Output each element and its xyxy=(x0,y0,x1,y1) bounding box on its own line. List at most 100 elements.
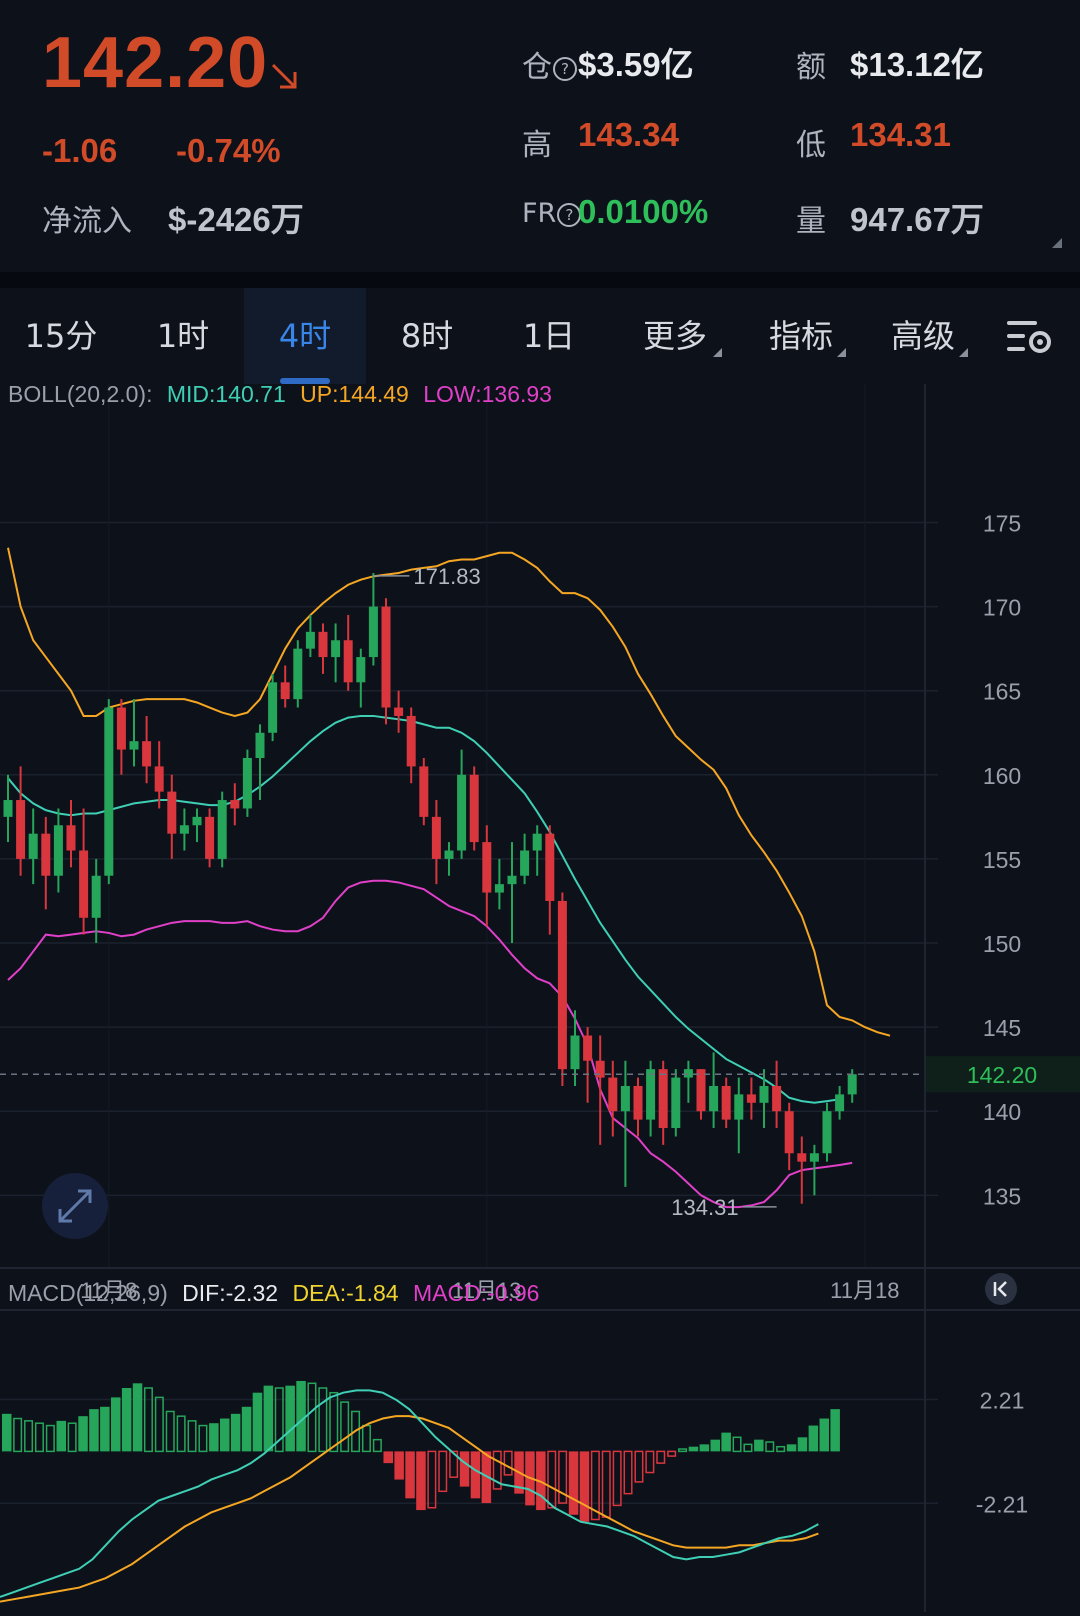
price-change: -1.06 xyxy=(42,132,118,169)
candle-body xyxy=(217,800,227,859)
macd-histogram-bar xyxy=(198,1424,208,1453)
candle-body xyxy=(633,1085,643,1120)
macd-histogram-bar xyxy=(449,1450,459,1478)
macd-legend-dif: DIF:-2.32 xyxy=(182,1280,278,1306)
macd-histogram-bar xyxy=(405,1451,415,1499)
last-price: 142.20 xyxy=(42,23,269,103)
candle-body xyxy=(620,1085,630,1112)
macd-histogram-bar xyxy=(776,1445,786,1453)
candle-body xyxy=(255,732,265,758)
candle-body xyxy=(179,825,189,834)
tab-8h[interactable]: 8时 xyxy=(400,317,454,355)
candle-body xyxy=(331,640,341,658)
candle-body xyxy=(129,741,139,750)
macd-histogram-bar xyxy=(318,1387,328,1453)
macd-histogram-bar xyxy=(678,1448,688,1453)
net-inflow-label: 净流入 xyxy=(42,204,132,239)
candle-body xyxy=(79,850,89,918)
macd-histogram-bar xyxy=(13,1417,23,1453)
macd-histogram-bar xyxy=(67,1422,77,1453)
help-icon[interactable]: ? xyxy=(553,56,577,81)
scroll-to-latest-button[interactable] xyxy=(985,1273,1017,1305)
macd-tick: -2.21 xyxy=(976,1491,1028,1517)
candle-body xyxy=(167,791,177,834)
candle-body xyxy=(671,1077,681,1129)
candle-body xyxy=(154,766,164,792)
candle-body xyxy=(192,816,202,826)
macd-histogram-bar xyxy=(765,1441,775,1453)
active-tab-indicator xyxy=(280,378,330,384)
net-inflow-value: $-2426万 xyxy=(168,201,304,238)
macd-legend: MACD(12,26,9) DIF:-2.32 DEA:-1.84 MACD:-… xyxy=(8,1280,539,1306)
macd-histogram-bar xyxy=(89,1409,99,1452)
candle-body xyxy=(709,1085,719,1112)
expand-chart-button[interactable] xyxy=(42,1173,108,1239)
boll-legend-low: LOW:136.93 xyxy=(423,384,552,407)
candle-body xyxy=(242,757,252,809)
candle-body xyxy=(772,1085,782,1112)
candle-body xyxy=(305,631,315,649)
macd-histogram-bar xyxy=(416,1451,426,1511)
macd-histogram-bar xyxy=(45,1424,55,1453)
macd-histogram-bar xyxy=(165,1410,175,1453)
macd-histogram-bar xyxy=(121,1388,132,1452)
candle-body xyxy=(646,1069,656,1120)
candle-body xyxy=(268,682,278,733)
candle-body xyxy=(721,1085,731,1120)
macd-histogram-bar xyxy=(340,1401,350,1453)
price-tick: 175 xyxy=(983,511,1021,537)
candle-body xyxy=(545,833,555,901)
macd-legend-dea: DEA:-1.84 xyxy=(292,1280,398,1306)
candle-body xyxy=(469,774,479,843)
macd-histogram-bar xyxy=(176,1415,186,1453)
macd-histogram-bar xyxy=(634,1450,644,1483)
chart-settings-icon[interactable] xyxy=(1006,318,1054,356)
macd-legend-name: MACD(12,26,9) xyxy=(8,1280,168,1306)
macd-histogram-bar xyxy=(721,1432,731,1452)
chart-area[interactable]: 175 170 165 160 155 150 145 140 135 11月8 11月13 11月1… xyxy=(0,381,1080,1612)
boll-legend-name: BOLL(20,2.0): xyxy=(8,384,152,407)
macd-histogram-bar xyxy=(132,1383,143,1452)
boll-legend-up: UP:144.49 xyxy=(300,384,409,407)
tab-more[interactable]: 更多 xyxy=(642,317,707,355)
tab-4h[interactable]: 4时 xyxy=(244,288,366,384)
ticker-header: 142.20 -1.06 -0.74% 净流入 $-2426万 仓? $3.59… xyxy=(0,0,1080,272)
help-icon[interactable]: ? xyxy=(557,202,582,227)
candle-body xyxy=(28,833,38,859)
macd-histogram-bar xyxy=(209,1423,219,1452)
candle-body xyxy=(734,1094,744,1120)
tab-advanced[interactable]: 高级 xyxy=(890,317,955,355)
macd-histogram-bar xyxy=(78,1416,88,1452)
tab-4h-label: 4时 xyxy=(278,317,332,355)
macd-histogram-bar xyxy=(830,1409,840,1452)
macd-histogram-bar xyxy=(558,1450,568,1504)
macd-dif-line xyxy=(0,1389,819,1598)
macd-histogram-bar xyxy=(819,1418,829,1452)
candle-body xyxy=(381,606,391,708)
macd-histogram-bar xyxy=(470,1451,481,1499)
macd-histogram-bar xyxy=(427,1450,437,1509)
candle-body xyxy=(368,606,378,658)
candle-body xyxy=(520,850,530,876)
boll-legend: BOLL(20,2.0): MID:140.71 UP:144.49 LOW:1… xyxy=(8,384,552,407)
time-tick: 11月13 xyxy=(452,1278,521,1303)
candle-body xyxy=(822,1111,832,1154)
tab-1d[interactable]: 1日 xyxy=(522,317,576,355)
candle-body xyxy=(406,715,416,767)
candle-body xyxy=(293,648,303,700)
macd-histogram-bar xyxy=(351,1410,361,1453)
turnover-label: 额 xyxy=(796,50,826,85)
tab-1h[interactable]: 1时 xyxy=(156,317,210,355)
tab-15m[interactable]: 15分 xyxy=(24,317,98,355)
candle-body xyxy=(356,657,366,683)
candle-body xyxy=(557,900,567,1070)
macd-histogram-bar xyxy=(732,1436,742,1453)
macd-histogram-bar xyxy=(34,1422,44,1453)
kline-chart[interactable]: 175 170 165 160 155 150 145 140 135 11月8 11月13 11月1… xyxy=(0,381,1080,1612)
macd-histogram-bar xyxy=(459,1451,470,1487)
expand-corner-icon[interactable] xyxy=(1052,238,1062,248)
macd-histogram-bar xyxy=(623,1450,633,1495)
boll-lower-line xyxy=(7,879,853,1209)
macd-histogram-bar xyxy=(579,1451,590,1522)
tab-indicators[interactable]: 指标 xyxy=(768,317,833,355)
